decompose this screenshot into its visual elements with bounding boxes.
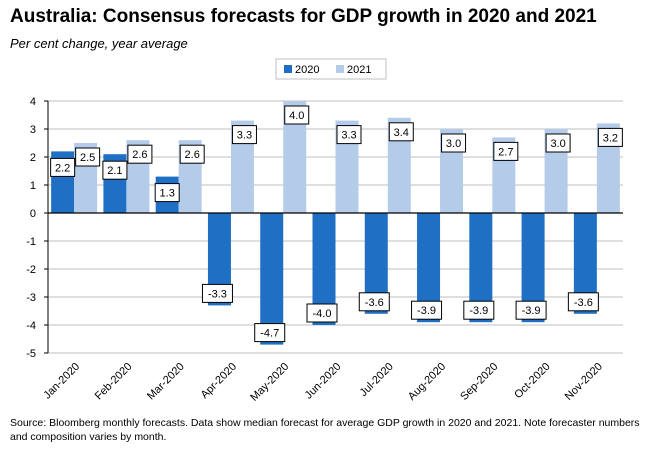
legend-label-2021: 2021 — [347, 64, 371, 76]
data-label-box — [154, 183, 180, 203]
data-label-box — [515, 300, 547, 320]
data-label-box — [102, 160, 128, 180]
source-note: Source: Bloomberg monthly forecasts. Dat… — [10, 417, 640, 443]
x-tick-label: Nov-2020 — [563, 361, 605, 403]
x-tick-label: Mar-2020 — [145, 361, 187, 403]
data-label-box — [284, 105, 310, 125]
legend-swatch-2021 — [336, 65, 344, 73]
bar-2020 — [469, 213, 493, 323]
y-tick-label: -4 — [26, 320, 36, 332]
data-label-box — [201, 283, 233, 303]
data-labels: 2.5 2.2 2.6 2.1 2.6 1.3 3.3 -3.3 4.0 -4.7 3.3 -4.0 3… — [50, 105, 623, 343]
y-tick-label: 0 — [30, 208, 36, 220]
data-label: -3.6 — [365, 297, 384, 309]
bar-2020 — [573, 213, 597, 314]
bar-2020 — [364, 213, 388, 314]
chart-canvas: 2020 2021 4 3 2 1 0 -1 -2 -3 -4 -5 Jan-2020 Feb-2020… — [26, 58, 623, 404]
data-label: -4.7 — [260, 328, 279, 340]
data-label: -3.9 — [469, 305, 488, 317]
y-tick-label: 2 — [30, 152, 36, 164]
data-label: 3.3 — [341, 130, 356, 142]
data-label: 3.3 — [237, 130, 252, 142]
x-tick-label: Oct-2020 — [512, 361, 552, 401]
x-tick-label: May-2020 — [248, 361, 291, 404]
y-tick-label: -3 — [26, 292, 36, 304]
data-label: 3.0 — [550, 138, 565, 150]
data-label-box — [336, 125, 362, 145]
data-label-box — [306, 303, 338, 323]
bar-2021 — [387, 117, 411, 213]
x-tick-label: Aug-2020 — [406, 361, 448, 403]
data-label: 2.2 — [55, 162, 70, 174]
x-tick-label: Feb-2020 — [93, 361, 135, 403]
y-tick-label: 4 — [30, 96, 36, 108]
chart-subtitle: Per cent change, year average — [10, 36, 188, 51]
data-label: -3.9 — [417, 305, 436, 317]
data-label-box — [231, 125, 257, 145]
data-label-box — [463, 300, 495, 320]
data-label-box — [50, 157, 76, 177]
data-label: -3.6 — [574, 297, 593, 309]
bar-2021 — [283, 101, 307, 213]
y-tick-label: -1 — [26, 236, 36, 248]
data-label-box — [179, 144, 205, 164]
data-label-box — [75, 147, 101, 167]
data-label: 3.2 — [603, 132, 618, 144]
y-tick-label: 1 — [30, 180, 36, 192]
bar-2020 — [417, 213, 441, 323]
data-label: 2.5 — [80, 152, 95, 164]
bar-2020 — [260, 213, 284, 345]
data-label: -4.0 — [313, 308, 332, 320]
data-label: 2.1 — [107, 165, 122, 177]
legend-swatch-2020 — [284, 65, 292, 73]
data-label-box — [597, 127, 623, 147]
data-label: 2.7 — [498, 146, 513, 158]
data-label: 1.3 — [160, 188, 175, 200]
data-label: 4.0 — [289, 110, 304, 122]
data-label: 3.4 — [394, 127, 409, 139]
data-label-box — [441, 133, 467, 153]
data-label-box — [545, 133, 571, 153]
data-label: -3.9 — [522, 305, 541, 317]
data-label-box — [358, 292, 390, 312]
data-label-box — [127, 144, 153, 164]
chart-title: Australia: Consensus forecasts for GDP g… — [10, 6, 597, 27]
x-tick-label: Apr-2020 — [199, 361, 239, 401]
legend: 2020 2021 — [275, 58, 387, 80]
data-label: -3.3 — [208, 288, 227, 300]
y-tick-label: 3 — [30, 124, 36, 136]
x-tick-label: Jul-2020 — [358, 361, 396, 399]
bar-2020 — [207, 213, 231, 306]
y-tick-label: -5 — [26, 348, 36, 360]
data-label-box — [388, 122, 414, 142]
bar-2020 — [312, 213, 336, 325]
data-label-box — [567, 292, 599, 312]
data-label: 2.6 — [132, 149, 147, 161]
bar-2020 — [521, 213, 545, 323]
data-label-box — [493, 141, 519, 161]
y-tick-label: -2 — [26, 264, 36, 276]
legend-label-2020: 2020 — [295, 64, 319, 76]
data-label: 2.6 — [185, 149, 200, 161]
x-tick-label: Jun-2020 — [303, 361, 344, 402]
legend-box — [275, 58, 387, 80]
data-label-box — [254, 323, 286, 343]
x-tick-label: Jan-2020 — [41, 361, 82, 402]
data-label: 3.0 — [446, 138, 461, 150]
data-label-box — [411, 300, 443, 320]
x-tick-label: Sep-2020 — [458, 361, 500, 403]
